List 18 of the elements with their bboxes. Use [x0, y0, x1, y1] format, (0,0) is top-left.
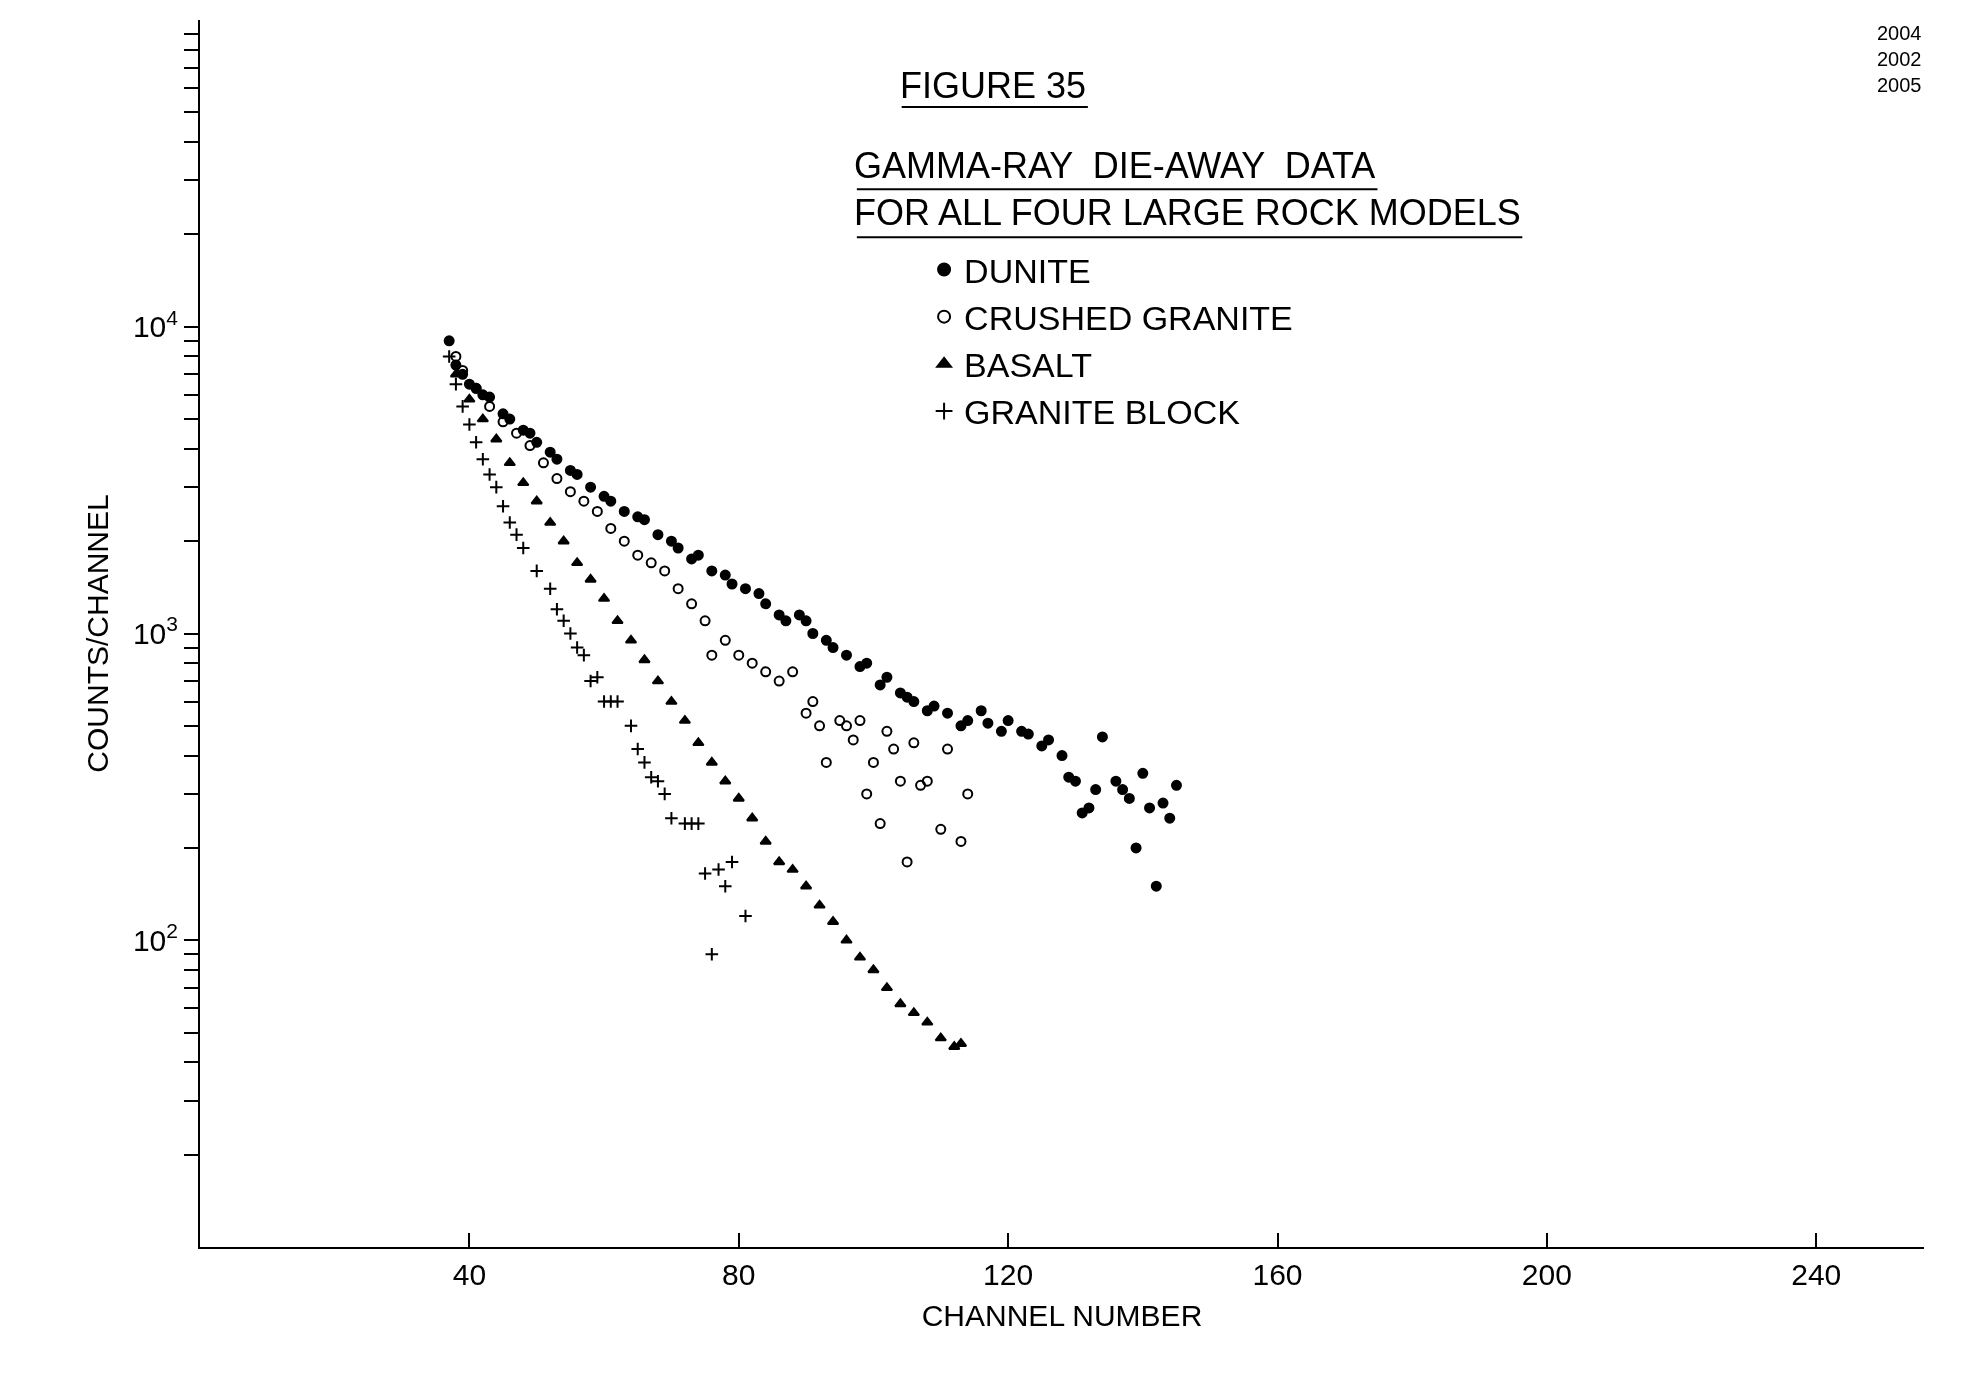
x-tick-label: 80 — [722, 1258, 756, 1291]
legend-label: CRUSHED GRANITE — [964, 298, 1293, 337]
legend-label: BASALT — [964, 346, 1092, 385]
x-tick-label: 160 — [1252, 1258, 1303, 1291]
x-tick-label: 40 — [452, 1258, 487, 1291]
y-tick-label: 10$^{2}$ — [132, 919, 178, 957]
text: FIGURE 35 — [900, 65, 1087, 106]
x-tick-label: 240 — [1791, 1258, 1842, 1291]
y-axis-title: COUNTS/CHANNEL — [81, 494, 115, 773]
y-tick-label: 10$^{3}$ — [132, 612, 178, 650]
x-axis-title: CHANNEL NUMBER — [921, 1299, 1203, 1332]
legend-label: DUNITE — [964, 251, 1091, 290]
legend-label: GRANITE BLOCK — [964, 393, 1241, 432]
annotation: 2004 2002 2005 — [1877, 22, 1922, 96]
x-tick-label: 200 — [1521, 1258, 1572, 1291]
text: GAMMA-RAY DIE-AWAY DATA FOR ALL FOUR LARGE ROCK MODELS — [854, 145, 1521, 233]
y-tick-label: 10$^{4}$ — [132, 305, 179, 344]
x-tick-label: 120 — [983, 1258, 1034, 1291]
